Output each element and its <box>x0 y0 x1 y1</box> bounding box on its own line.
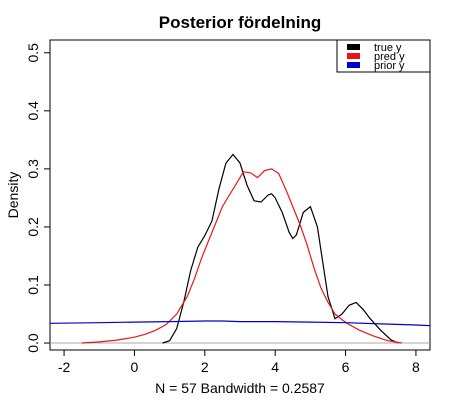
legend-swatch <box>347 44 360 50</box>
x-axis-label: N = 57 Bandwidth = 0.2587 <box>155 380 325 396</box>
legend-label: prior y <box>374 60 405 72</box>
x-tick-label: 4 <box>271 359 279 375</box>
x-axis: -2 0 2 4 6 8 <box>58 350 420 375</box>
legend-swatch <box>347 62 360 68</box>
series-line-true-y <box>162 153 399 344</box>
series-layer <box>49 153 431 344</box>
y-axis-label: Density <box>5 172 21 219</box>
y-tick-label: 0.0 <box>25 333 41 353</box>
x-tick-label: -2 <box>58 359 71 375</box>
legend-label: pred y <box>374 51 405 63</box>
series-line-prior-y <box>49 320 431 327</box>
y-axis: 0.0 0.1 0.2 0.3 0.4 0.5 <box>25 43 50 353</box>
chart-title: Posterior fördelning <box>159 13 321 32</box>
legend-label: true y <box>374 42 402 54</box>
y-tick-label: 0.4 <box>25 101 41 121</box>
y-tick-label: 0.5 <box>25 43 41 63</box>
x-tick-label: 6 <box>342 359 350 375</box>
y-tick-label: 0.2 <box>25 217 41 237</box>
x-tick-label: 8 <box>412 359 420 375</box>
legend-swatch <box>347 53 360 59</box>
x-tick-label: 2 <box>201 359 209 375</box>
series-line-pred-y <box>81 168 402 344</box>
plot-frame <box>49 39 431 351</box>
y-tick-label: 0.3 <box>25 159 41 179</box>
y-tick-label: 0.1 <box>25 275 41 295</box>
x-tick-label: 0 <box>131 359 139 375</box>
